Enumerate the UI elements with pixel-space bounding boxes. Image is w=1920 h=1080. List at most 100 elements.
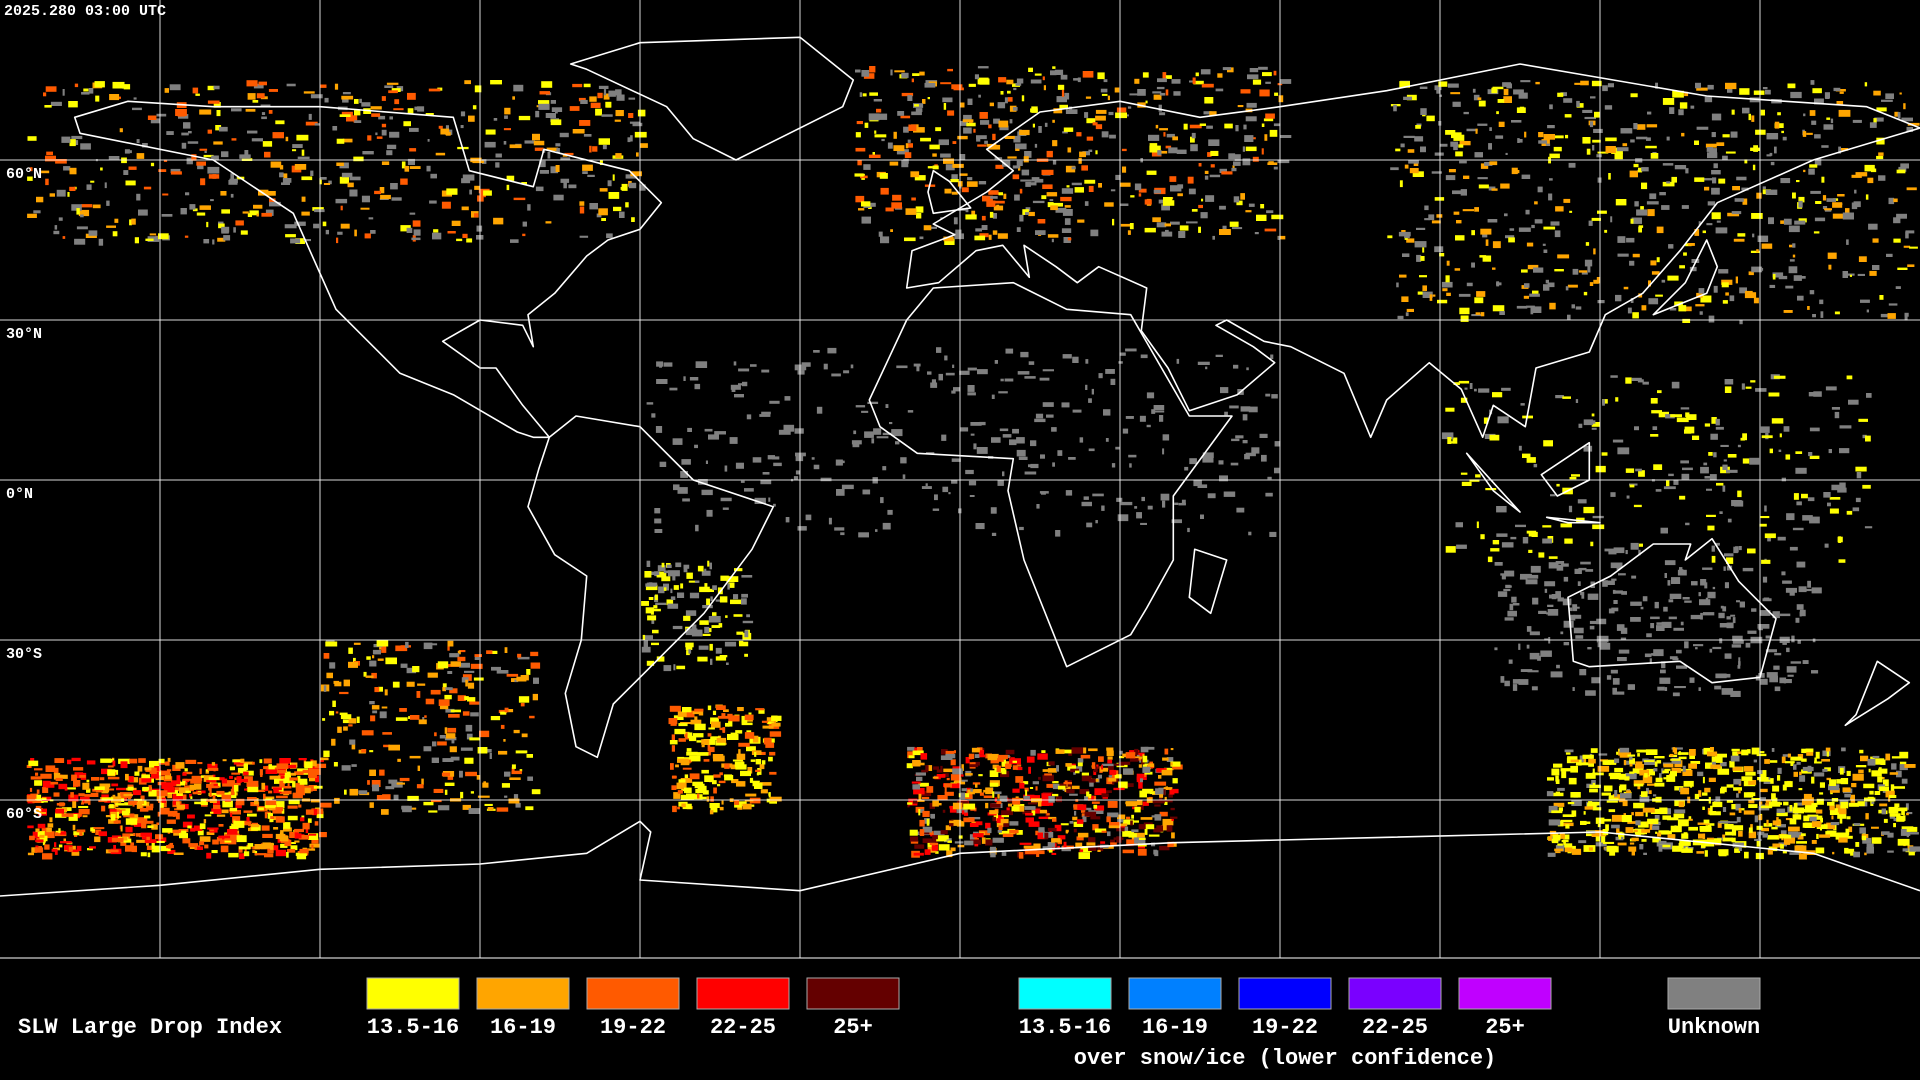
cloud-pixel (199, 841, 205, 846)
cloud-pixel (1274, 467, 1280, 474)
cloud-pixel (218, 223, 225, 229)
cloud-pixel (715, 656, 727, 661)
cloud-pixel (1095, 115, 1106, 121)
cloud-pixel (268, 110, 273, 114)
cloud-pixel (1670, 414, 1682, 418)
cloud-pixel (361, 102, 371, 107)
cloud-pixel (354, 110, 361, 116)
cloud-pixel (953, 387, 961, 392)
cloud-pixel (1668, 599, 1674, 603)
cloud-pixel (688, 580, 698, 583)
cloud-pixel (1669, 107, 1675, 114)
cloud-pixel (1568, 162, 1576, 168)
cloud-pixel (206, 769, 210, 772)
cloud-pixel (1693, 644, 1704, 647)
cloud-pixel (377, 658, 384, 661)
cloud-pixel (192, 208, 198, 212)
cloud-pixel (1228, 153, 1236, 160)
cloud-pixel (1726, 616, 1731, 620)
cloud-pixel (1614, 767, 1624, 773)
cloud-pixel (1627, 684, 1635, 690)
cloud-pixel (913, 787, 925, 795)
cloud-pixel (1563, 198, 1571, 203)
cloud-pixel (1759, 751, 1765, 754)
cloud-pixel (1522, 537, 1529, 544)
cloud-pixel (27, 213, 37, 218)
cloud-pixel (1654, 782, 1665, 787)
cloud-pixel (1025, 817, 1034, 823)
cloud-pixel (639, 143, 648, 148)
cloud-pixel (994, 360, 998, 364)
cloud-pixel (445, 733, 456, 739)
cloud-pixel (1647, 209, 1655, 217)
cloud-pixel (195, 93, 200, 96)
cloud-pixel (1452, 101, 1461, 107)
cloud-pixel (1142, 72, 1149, 78)
cloud-pixel (940, 82, 952, 85)
cloud-pixel (1792, 814, 1802, 820)
cloud-pixel (709, 810, 714, 815)
cloud-pixel (1711, 212, 1721, 220)
cloud-pixel (1704, 787, 1711, 793)
cloud-pixel (230, 193, 234, 198)
cloud-pixel (190, 827, 196, 832)
cloud-pixel (166, 131, 174, 135)
cloud-pixel (337, 726, 342, 733)
cloud-pixel (1068, 785, 1071, 791)
cloud-pixel (938, 139, 949, 146)
cloud-pixel (1265, 492, 1273, 497)
cloud-pixel (1105, 369, 1115, 374)
cloud-pixel (484, 803, 493, 806)
cloud-pixel (864, 122, 869, 128)
cloud-pixel (1063, 237, 1071, 243)
cloud-pixel (1722, 134, 1730, 138)
cloud-pixel (1079, 151, 1086, 158)
cloud-pixel (658, 586, 665, 594)
cloud-pixel (1883, 779, 1889, 787)
cloud-pixel (867, 401, 879, 404)
cloud-pixel (219, 126, 228, 132)
cloud-pixel (1003, 823, 1009, 827)
cloud-pixel (1797, 295, 1804, 301)
cloud-pixel (1044, 773, 1052, 776)
cloud-pixel (1563, 642, 1570, 646)
cloud-pixel (220, 845, 229, 853)
cloud-pixel (1050, 205, 1058, 211)
cloud-pixel (376, 640, 389, 647)
cloud-pixel (1064, 218, 1071, 225)
cloud-pixel (974, 754, 980, 758)
cloud-pixel (206, 852, 212, 859)
cloud-pixel (1110, 378, 1116, 385)
cloud-pixel (1794, 220, 1806, 225)
cloud-pixel (1681, 848, 1693, 853)
cloud-pixel (869, 92, 878, 96)
cloud-pixel (1602, 760, 1611, 765)
cloud-pixel (1596, 154, 1602, 158)
cloud-pixel (686, 748, 692, 752)
cloud-pixel (440, 128, 450, 135)
cloud-pixel (855, 147, 866, 152)
cloud-pixel (1824, 208, 1832, 211)
cloud-pixel (1162, 72, 1167, 79)
cloud-pixel (1674, 165, 1687, 170)
cloud-pixel (158, 758, 165, 763)
cloud-pixel (1680, 460, 1689, 464)
cloud-pixel (1208, 139, 1220, 146)
cloud-pixel (1188, 188, 1196, 195)
cloud-pixel (1203, 111, 1212, 115)
coastline (569, 36, 855, 161)
cloud-pixel (341, 172, 353, 178)
cloud-pixel (207, 129, 212, 134)
cloud-pixel (689, 773, 700, 780)
cloud-pixel (190, 779, 202, 784)
cloud-pixel (972, 761, 980, 766)
cloud-pixel (1879, 295, 1884, 300)
cloud-pixel (885, 404, 889, 408)
cloud-pixel (167, 849, 176, 854)
cloud-pixel (901, 92, 914, 97)
cloud-pixel (1149, 143, 1158, 149)
cloud-pixel (900, 457, 907, 464)
cloud-pixel (1159, 794, 1164, 798)
cloud-pixel (81, 92, 90, 95)
cloud-pixel (960, 120, 968, 126)
